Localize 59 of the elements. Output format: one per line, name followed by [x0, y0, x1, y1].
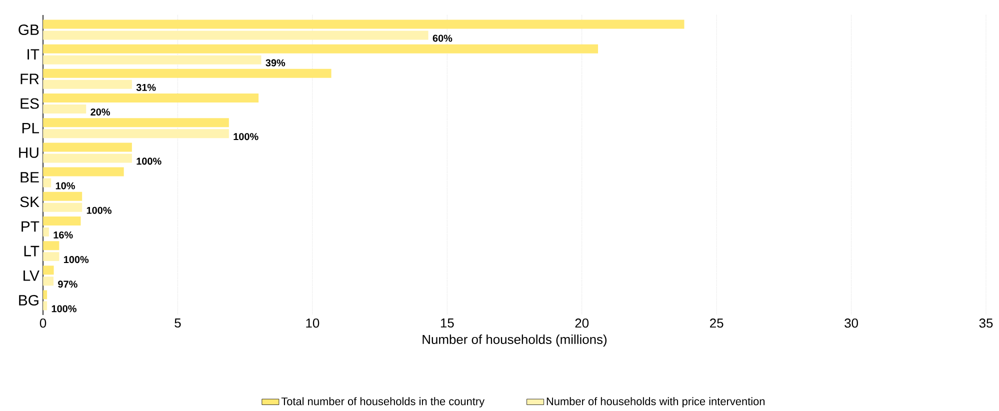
y-tick-label: SK	[20, 196, 40, 208]
annotation: 100%	[136, 158, 162, 165]
y-tick-label: GB	[18, 24, 39, 36]
bar	[43, 266, 54, 275]
bar	[43, 301, 48, 310]
y-tick-label: ES	[20, 98, 39, 110]
bar	[43, 276, 54, 286]
y-tick-label: LV	[24, 270, 40, 281]
x-tick-label: 20	[575, 318, 589, 328]
legend-label: Total number of households in the country	[281, 397, 485, 408]
bar	[43, 44, 598, 54]
annotation: 31%	[136, 84, 156, 92]
bar	[43, 216, 81, 226]
annotation: 100%	[86, 207, 112, 214]
bar	[43, 56, 262, 65]
bar	[43, 192, 82, 202]
annotation: 20%	[90, 108, 110, 116]
x-tick-label: 5	[174, 318, 181, 328]
x-tick-label: 10	[306, 318, 320, 328]
x-tick-label: 35	[979, 318, 993, 328]
annotation: 100%	[52, 305, 76, 312]
x-tick-label: 25	[710, 318, 724, 328]
y-tick-label: PL	[22, 123, 39, 134]
bar	[43, 94, 259, 103]
bar	[43, 118, 229, 128]
y-tick-label: LT	[24, 246, 40, 256]
bar	[43, 80, 132, 90]
y-tick-label: HU	[19, 148, 38, 158]
annotation: 100%	[234, 133, 258, 140]
annotation: 97%	[58, 280, 78, 288]
bar	[43, 20, 684, 29]
annotation: 60%	[432, 34, 452, 42]
bar	[43, 178, 52, 188]
bar	[43, 129, 229, 138]
bar	[43, 69, 332, 78]
annotation: 16%	[54, 232, 73, 239]
bar	[43, 104, 86, 114]
annotation: 10%	[56, 182, 75, 190]
bar	[43, 142, 132, 152]
bar	[43, 252, 60, 262]
annotation: 100%	[64, 256, 89, 264]
x-tick-label: 30	[844, 318, 858, 328]
y-tick-label: PT	[22, 222, 40, 232]
bar	[43, 228, 49, 237]
bar	[43, 30, 428, 40]
x-tick-label: 15	[440, 318, 454, 328]
bar	[43, 241, 60, 250]
bar	[43, 154, 132, 163]
x-tick-label: 0	[40, 318, 46, 328]
y-tick-label: BE	[20, 172, 39, 183]
bar	[43, 203, 82, 212]
y-tick-label: BG	[19, 295, 38, 306]
y-tick-label: IT	[28, 49, 40, 60]
legend-label: Number of households with price intervention	[546, 397, 765, 408]
x-axis-title: Number of households (millions)	[422, 334, 607, 347]
y-tick-label: FR	[20, 74, 39, 84]
annotation: 39%	[266, 60, 286, 67]
bar	[43, 167, 124, 176]
bar	[43, 290, 48, 300]
